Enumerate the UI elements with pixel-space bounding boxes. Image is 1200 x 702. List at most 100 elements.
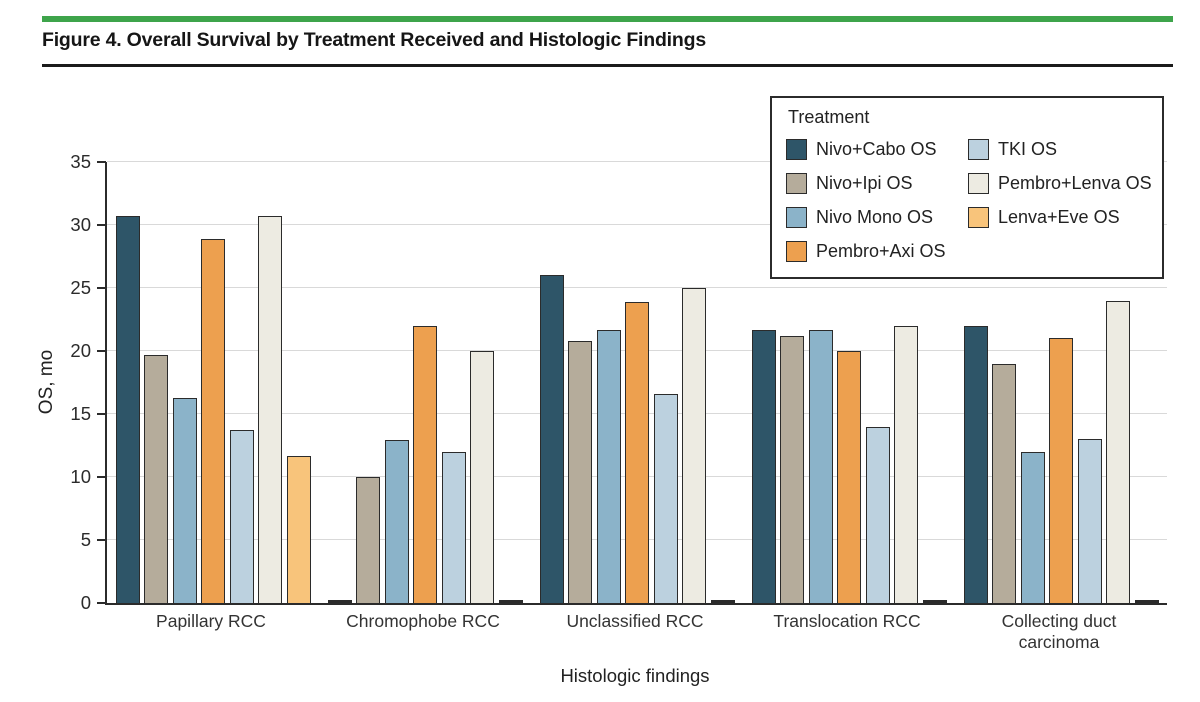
bar-nivo+ipi-os-2	[568, 340, 592, 603]
bar-pembro+axi-os-4	[1049, 338, 1073, 603]
y-tick-mark-30	[97, 224, 106, 226]
bar-tki-os-3	[865, 426, 890, 603]
bar-nivo+cabo-os-1	[327, 600, 352, 603]
bar-nivo+cabo-os-4	[963, 325, 988, 603]
bar-group-1	[319, 162, 531, 603]
legend-swatch-icon	[968, 139, 989, 160]
bar-nivo+cabo-os-2	[539, 275, 564, 603]
bar-pembro+lenva-os-4	[1106, 300, 1130, 603]
y-tick-mark-10	[97, 476, 106, 479]
bar-lenva+eve-os-2	[710, 600, 735, 603]
legend-swatch-icon	[786, 173, 807, 194]
legend-swatch-icon	[786, 139, 807, 160]
bar-pembro+axi-os-1	[413, 325, 437, 603]
bar-lenva+eve-os-4	[1134, 600, 1159, 603]
bar-tki-os-1	[441, 451, 466, 603]
x-category-label-1: Chromophobe RCC	[317, 611, 529, 652]
bar-nivo-mono-os-4	[1020, 451, 1045, 603]
bar-nivo-mono-os-3	[808, 329, 833, 603]
bar-nivo+ipi-os-4	[992, 363, 1016, 603]
y-tick-label-0: 0	[80, 592, 91, 613]
bar-pembro+axi-os-2	[625, 301, 649, 603]
bar-nivo+ipi-os-1	[356, 477, 380, 603]
legend-label: Nivo+Ipi OS	[816, 173, 913, 193]
legend-label: Nivo+Cabo OS	[816, 139, 937, 159]
x-category-text: Papillary RCC	[156, 611, 266, 631]
y-tick-mark-15	[97, 413, 106, 415]
legend-label: Lenva+Eve OS	[998, 207, 1120, 227]
y-tick-mark-0	[97, 602, 106, 604]
bar-pembro+axi-os-0	[201, 238, 225, 603]
bar-nivo+ipi-os-0	[144, 354, 168, 603]
legend-title: Treatment	[788, 107, 870, 127]
y-tick-mark-20	[97, 350, 106, 353]
y-tick-mark-25	[97, 287, 106, 289]
x-category-text: Chromophobe RCC	[346, 611, 500, 631]
x-category-text: Unclassified RCC	[566, 611, 704, 631]
bar-nivo+cabo-os-0	[115, 216, 140, 603]
bar-lenva+eve-os-3	[922, 600, 947, 603]
x-axis-label: Histologic findings	[560, 665, 710, 686]
x-category-labels: Papillary RCC Chromophobe RCC Unclassified…	[105, 611, 1165, 652]
bar-tki-os-2	[653, 393, 678, 603]
y-tick-label-15: 15	[70, 403, 91, 424]
bar-group-0	[107, 162, 319, 603]
x-category-label-4: Collecting duct carcinoma	[953, 611, 1165, 652]
y-tick-label-20: 20	[70, 340, 91, 362]
legend-items: Nivo+Cabo OS Nivo+Ipi OS Nivo Mono OS Pembr…	[786, 137, 1152, 264]
legend-label: Pembro+Axi OS	[816, 241, 946, 261]
legend-item-nivo+cabo-os: Nivo+Cabo OS	[786, 139, 956, 160]
legend-label: TKI OS	[998, 139, 1058, 159]
gridline-25	[107, 286, 1167, 288]
legend-label: Pembro+Lenva OS	[998, 173, 1152, 193]
bar-pembro+lenva-os-2	[682, 288, 706, 603]
legend-item-tki-os: TKI OS	[968, 139, 1152, 160]
legend: Treatment Nivo+Cabo OS Nivo+Ipi OS Nivo Mo…	[770, 96, 1164, 279]
legend-item-pembro+axi-os: Pembro+Axi OS	[786, 241, 956, 262]
x-category-text: Translocation RCC	[773, 611, 921, 631]
x-category-label-0: Papillary RCC	[105, 611, 317, 652]
legend-label: Nivo Mono OS	[816, 207, 934, 227]
y-tick-mark-35	[97, 161, 106, 163]
figure-title: Figure 4. Overall Survival by Treatment …	[42, 29, 706, 51]
bar-pembro+lenva-os-3	[894, 325, 918, 603]
x-category-label-3: Translocation RCC	[741, 611, 953, 652]
legend-swatch-icon	[786, 207, 807, 228]
bar-group-3	[743, 162, 955, 603]
bar-group-4	[955, 162, 1167, 603]
y-tick-label-30: 30	[70, 214, 91, 235]
legend-swatch-icon	[786, 241, 807, 262]
bar-nivo+cabo-os-3	[751, 329, 776, 603]
bar-lenva+eve-os-0	[286, 455, 311, 603]
y-tick-label-25: 25	[70, 277, 91, 298]
accent-rule	[42, 16, 1173, 22]
y-tick-label-35: 35	[70, 151, 91, 172]
legend-item-nivo+ipi-os: Nivo+Ipi OS	[786, 173, 956, 194]
legend-item-nivo-mono-os: Nivo Mono OS	[786, 207, 956, 228]
x-category-label-2: Unclassified RCC	[529, 611, 741, 652]
x-category-text: Collecting duct carcinoma	[1001, 611, 1117, 652]
y-tick-label-5: 5	[80, 529, 91, 551]
gridline-30	[107, 223, 1167, 225]
bar-groups	[107, 162, 1167, 603]
legend-swatch-icon	[968, 207, 989, 228]
bar-nivo+ipi-os-3	[780, 335, 804, 603]
legend-item-pembro+lenva-os: Pembro+Lenva OS	[968, 173, 1152, 194]
bar-group-2	[531, 162, 743, 603]
bar-pembro+lenva-os-0	[258, 216, 282, 603]
plot-area: 0 5 10 15 20 25 30 35	[70, 152, 1167, 613]
bar-nivo-mono-os-0	[172, 397, 197, 603]
bar-nivo-mono-os-1	[384, 440, 409, 603]
legend-swatch-icon	[968, 173, 989, 194]
bar-nivo-mono-os-2	[596, 329, 621, 603]
bar-tki-os-4	[1077, 439, 1102, 603]
legend-item-lenva+eve-os: Lenva+Eve OS	[968, 207, 1152, 228]
gridline-35	[107, 160, 1167, 162]
bar-pembro+lenva-os-1	[470, 351, 494, 603]
title-divider	[42, 64, 1173, 67]
bar-pembro+axi-os-3	[837, 351, 861, 603]
bar-lenva+eve-os-1	[498, 600, 523, 603]
bar-tki-os-0	[229, 430, 254, 603]
y-tick-label-10: 10	[70, 466, 91, 488]
